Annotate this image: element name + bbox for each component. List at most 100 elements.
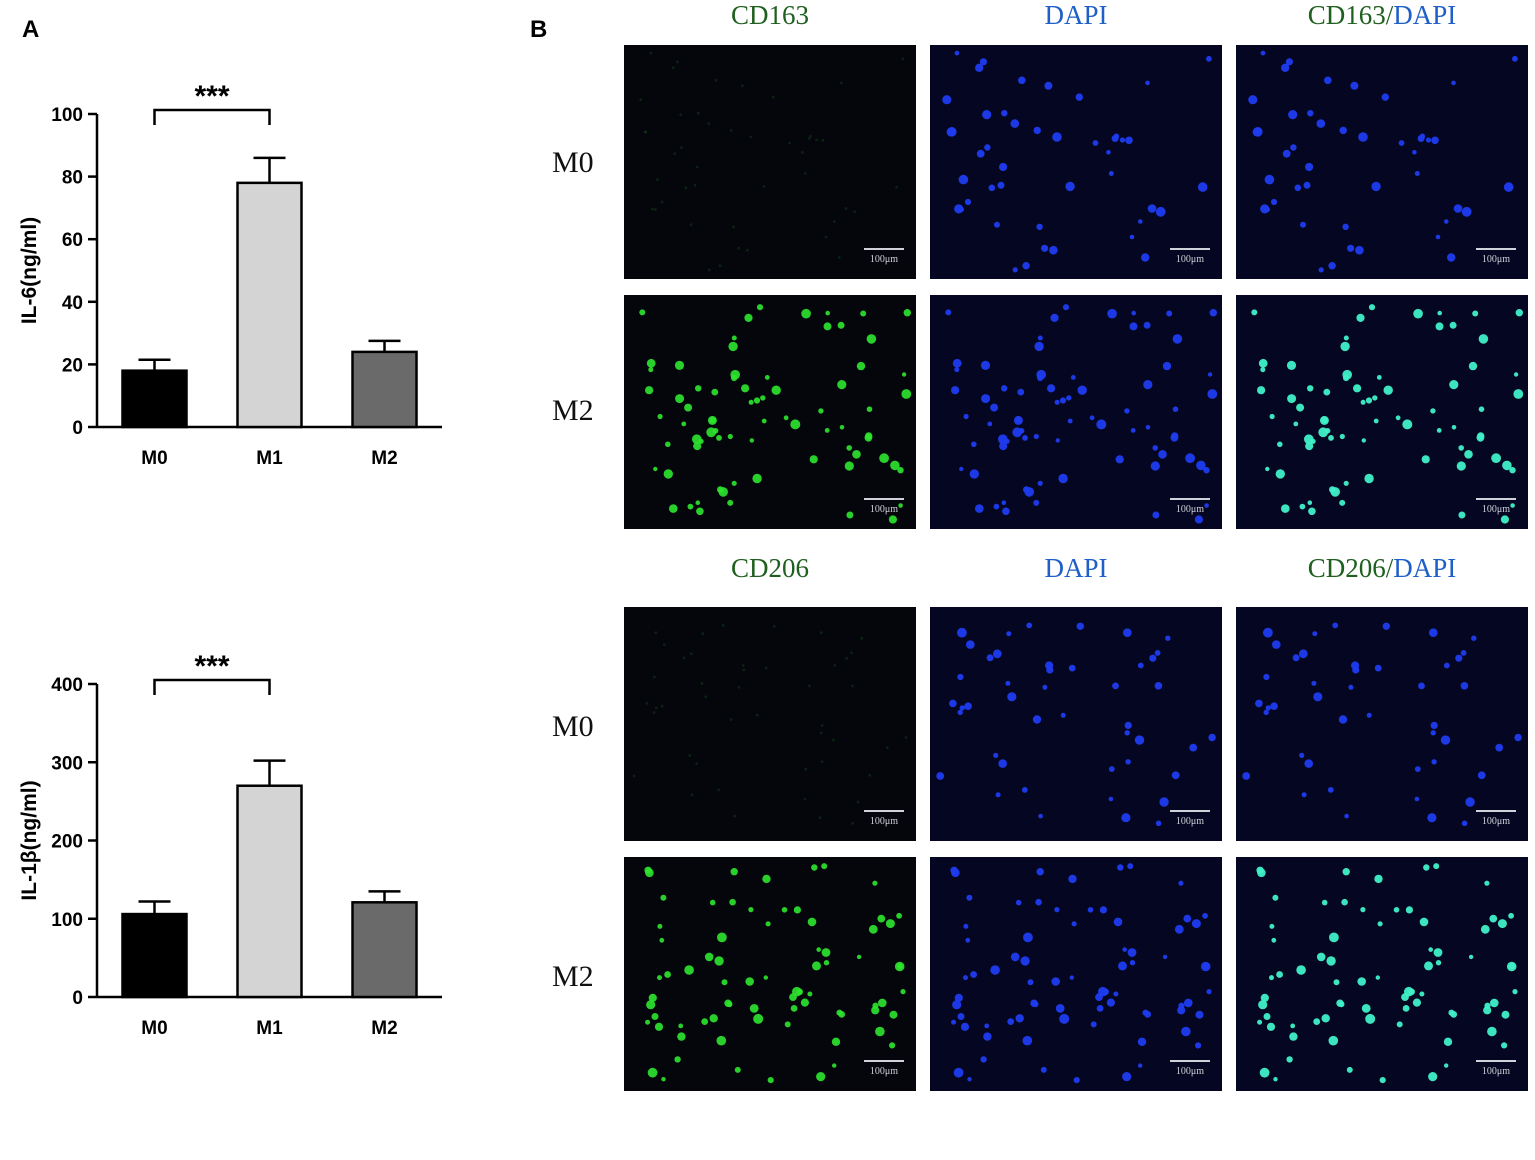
cell-nucleus xyxy=(897,467,904,474)
cell-nucleus xyxy=(1402,1005,1410,1012)
cell-nucleus xyxy=(1038,813,1043,819)
cell-nucleus xyxy=(1021,787,1028,793)
cell-nucleus xyxy=(820,760,824,764)
cell-nucleus xyxy=(1414,766,1421,772)
cell-nucleus xyxy=(1162,954,1168,960)
cell-nucleus xyxy=(1155,206,1166,217)
cell-nucleus xyxy=(1206,55,1212,62)
cell-nucleus xyxy=(762,185,766,188)
cell-nucleus xyxy=(676,60,679,64)
cell-nucleus xyxy=(1413,308,1423,319)
cell-nucleus xyxy=(1430,730,1436,736)
cell-nucleus xyxy=(1296,403,1305,412)
cell-nucleus xyxy=(868,924,878,934)
cell-nucleus xyxy=(684,965,694,975)
cell-nucleus xyxy=(1183,914,1192,923)
cell-nucleus xyxy=(975,63,984,72)
cell-nucleus xyxy=(823,960,830,966)
cell-nucleus xyxy=(681,421,687,427)
cell-nucleus xyxy=(1468,954,1474,960)
cell-nucleus xyxy=(1471,635,1477,641)
cell-nucleus xyxy=(1321,1014,1330,1023)
cell-nucleus xyxy=(644,866,652,874)
cell-nucleus xyxy=(755,713,759,717)
cell-nucleus xyxy=(1398,140,1405,146)
cell-nucleus xyxy=(741,664,745,667)
cell-nucleus xyxy=(665,441,671,448)
cell-nucleus xyxy=(1070,375,1076,380)
cell-nucleus xyxy=(1010,952,1020,962)
cell-nucleus xyxy=(1263,627,1273,638)
cell-nucleus xyxy=(1427,813,1437,823)
cell-nucleus xyxy=(1429,628,1438,637)
cell-nucleus xyxy=(812,961,821,971)
cell-nucleus xyxy=(984,144,991,151)
scale-bar-line xyxy=(864,248,904,250)
cell-nucleus xyxy=(1448,1009,1455,1016)
cell-nucleus xyxy=(661,1077,666,1082)
cell-nucleus xyxy=(771,385,781,395)
cell-nucleus xyxy=(998,434,1008,444)
cell-nucleus xyxy=(1497,919,1507,929)
cell-nucleus xyxy=(1272,640,1281,649)
cell-nucleus xyxy=(865,432,873,440)
cell-nucleus xyxy=(1318,427,1329,438)
cell-nucleus xyxy=(1303,181,1311,189)
cell-nucleus xyxy=(1149,654,1157,662)
cell-nucleus xyxy=(971,441,977,448)
cell-nucleus xyxy=(1155,820,1162,827)
cell-nucleus xyxy=(821,138,825,142)
cell-nucleus xyxy=(815,138,818,142)
cell-nucleus xyxy=(1260,993,1269,1002)
cell-nucleus xyxy=(994,221,1000,228)
cell-nucleus xyxy=(1346,1066,1353,1073)
cell-nucleus xyxy=(837,321,845,329)
cell-nucleus xyxy=(990,965,1000,975)
cell-nucleus xyxy=(979,58,987,66)
cell-nucleus xyxy=(1414,796,1420,802)
cell-nucleus xyxy=(803,797,807,801)
cell-nucleus xyxy=(964,702,972,710)
micrograph-merge-top-m2: 100μm xyxy=(1236,295,1528,529)
cell-nucleus xyxy=(1252,127,1262,137)
cell-nucleus xyxy=(1307,110,1314,117)
cell-nucleus xyxy=(1405,906,1413,914)
micrograph-image xyxy=(1256,863,1518,1084)
cell-nucleus xyxy=(1137,1037,1147,1046)
cell-nucleus xyxy=(704,952,714,962)
cell-nucleus xyxy=(995,792,1001,798)
cell-nucleus xyxy=(958,174,969,185)
cell-nucleus xyxy=(825,310,830,316)
cell-nucleus xyxy=(1171,432,1179,440)
cell-nucleus xyxy=(1265,705,1271,711)
cell-nucleus xyxy=(704,695,708,699)
cell-nucleus xyxy=(1052,132,1062,142)
cell-nucleus xyxy=(1096,419,1107,430)
cell-nucleus xyxy=(807,991,813,997)
scale-bar-line xyxy=(1476,810,1516,812)
cell-nucleus xyxy=(1131,310,1136,316)
cell-nucleus xyxy=(1372,395,1378,401)
cell-nucleus xyxy=(856,800,860,804)
cell-nucleus xyxy=(1329,486,1336,493)
cell-nucleus xyxy=(1342,369,1352,380)
cell-nucleus xyxy=(1338,1001,1345,1008)
y-tick-label: 60 xyxy=(62,230,83,251)
cell-nucleus xyxy=(800,998,809,1007)
cell-nucleus xyxy=(1379,1077,1386,1084)
cell-nucleus xyxy=(1484,880,1490,886)
cell-nucleus xyxy=(1340,341,1350,352)
cell-nucleus xyxy=(1477,771,1486,780)
cell-nucleus xyxy=(1001,500,1007,505)
cell-nucleus xyxy=(793,906,801,914)
cell-nucleus xyxy=(721,624,725,627)
cell-nucleus xyxy=(1375,975,1380,980)
cell-nucleus xyxy=(1068,664,1076,672)
cell-nucleus xyxy=(1270,702,1278,710)
cell-nucleus xyxy=(662,643,666,646)
cell-nucleus xyxy=(999,162,1008,172)
cell-nucleus xyxy=(671,66,675,70)
cell-nucleus xyxy=(1130,428,1136,433)
micrograph-image xyxy=(1251,304,1524,524)
scale-bar-label: 100μm xyxy=(869,254,899,265)
